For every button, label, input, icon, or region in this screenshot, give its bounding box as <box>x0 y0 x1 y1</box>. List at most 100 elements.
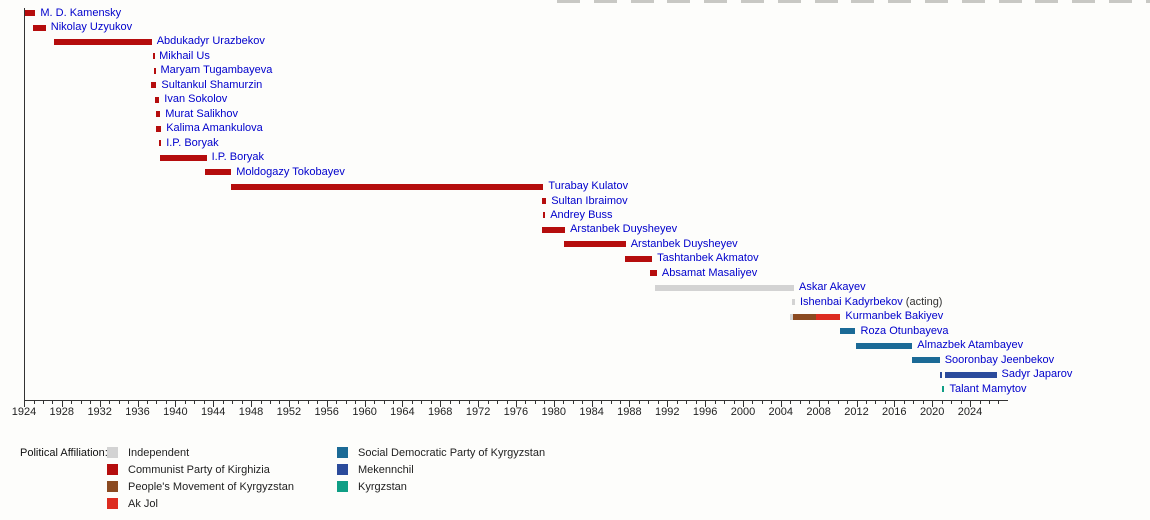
artifact-dash <box>741 0 764 3</box>
x-axis-minor-tick <box>875 401 877 404</box>
x-axis-tick-label: 1940 <box>163 406 188 418</box>
person-name: Sultankul Shamurzin <box>161 78 263 91</box>
x-axis-minor-tick <box>714 401 716 404</box>
x-axis-minor-tick <box>544 401 546 404</box>
x-axis-minor-tick <box>298 401 300 404</box>
timeline-bar <box>154 96 160 103</box>
person-name: M. D. Kamensky <box>40 6 122 19</box>
x-axis-minor-tick <box>336 401 338 404</box>
person-name: Talant Mamytov <box>949 382 1027 395</box>
person-label: Nikolay Uzyukov <box>51 21 132 34</box>
x-axis-tick-label: 2016 <box>882 406 907 418</box>
x-axis-minor-tick <box>847 401 848 404</box>
person-label: Arstanbek Duysheyev <box>631 238 738 251</box>
x-axis-major-tick <box>667 401 669 407</box>
x-axis-minor-tick <box>118 401 120 404</box>
timeline-bar <box>944 371 997 378</box>
x-axis-tick-label: 1960 <box>352 406 377 418</box>
x-axis-minor-tick <box>657 401 659 404</box>
legend-swatch-sdpk <box>337 447 348 458</box>
artifact-dash <box>630 0 654 3</box>
x-axis-minor-tick <box>799 401 801 404</box>
x-axis-minor-tick <box>724 401 725 404</box>
timeline-bar <box>156 111 161 118</box>
legend-swatch-independent <box>107 447 118 458</box>
x-axis-minor-tick <box>430 401 432 404</box>
artifact-dash <box>704 0 728 3</box>
person-name: Maryam Tugambayeva <box>160 64 273 77</box>
x-axis-minor-tick <box>194 401 196 404</box>
x-axis-minor-tick <box>771 401 773 404</box>
timeline-bar <box>542 226 566 233</box>
x-axis-major-tick <box>440 401 442 407</box>
x-axis-major-tick <box>288 401 290 407</box>
person-label: Maryam Tugambayeva <box>161 64 273 77</box>
x-axis-minor-tick <box>487 401 489 404</box>
person-label: Sultankul Shamurzin <box>161 79 262 92</box>
x-axis-minor-tick <box>988 401 990 404</box>
person-label: Sooronbay Jeenbekov <box>945 354 1054 367</box>
x-axis-minor-tick <box>270 401 271 404</box>
legend-swatch-communist <box>107 464 118 475</box>
x-axis-tick-label: 2008 <box>806 406 831 418</box>
x-axis-minor-tick <box>459 401 461 404</box>
timeline-bar <box>160 154 207 161</box>
x-axis-minor-tick <box>752 401 754 404</box>
timeline-bar <box>793 313 816 320</box>
x-axis-tick-label: 1936 <box>125 406 150 418</box>
x-axis-minor-tick <box>979 401 981 404</box>
timeline-bar <box>912 357 940 363</box>
x-axis-major-tick <box>326 401 328 407</box>
x-axis-major-tick <box>629 401 631 407</box>
x-axis-minor-tick <box>374 401 375 404</box>
timeline-bar <box>541 198 547 204</box>
x-axis-major-tick <box>175 401 177 407</box>
x-axis-minor-tick <box>80 401 82 404</box>
person-name: Ishenbai Kadyrbekov <box>800 295 903 308</box>
person-name: Sooronbay Jeenbekov <box>944 353 1055 366</box>
person-name: Sultan Ibraimov <box>551 194 628 207</box>
person-label: Tashtanbek Akmatov <box>657 252 759 265</box>
timeline-bar <box>840 328 856 335</box>
x-axis-major-tick <box>818 401 820 407</box>
x-axis-major-tick <box>61 401 63 407</box>
person-name: I.P. Boryak <box>166 136 219 149</box>
x-axis-major-tick <box>24 401 25 407</box>
x-axis-minor-tick <box>421 401 423 404</box>
artifact-dash <box>1035 0 1059 3</box>
legend-swatch-pmk <box>107 481 118 492</box>
x-axis-major-tick <box>970 401 971 407</box>
artifact-dash <box>961 0 985 3</box>
x-axis-minor-tick <box>610 401 612 404</box>
x-axis-minor-tick <box>241 401 243 404</box>
x-axis-minor-tick <box>392 401 394 404</box>
person-label: Abdukadyr Urazbekov <box>157 35 265 48</box>
x-axis-minor-tick <box>809 401 811 404</box>
timeline-bar <box>32 24 46 31</box>
x-axis-minor-tick <box>638 401 640 404</box>
artifact-dash <box>1145 0 1150 3</box>
timeline-bar <box>204 169 232 176</box>
x-axis-minor-tick <box>383 401 385 404</box>
person-label: Mikhail Us <box>159 50 210 63</box>
x-axis-minor-tick <box>317 401 319 404</box>
timeline-bar <box>155 125 162 132</box>
x-axis-major-tick <box>743 401 744 407</box>
x-axis-tick-label: 2000 <box>730 406 756 418</box>
x-axis-tick-label: 2020 <box>919 406 945 418</box>
x-axis-tick-label: 1976 <box>503 406 529 418</box>
legend-label-sdpk: Social Democratic Party of Kyrgyzstan <box>358 447 546 459</box>
person-label: Arstanbek Duysheyev <box>570 223 677 236</box>
artifact-dash <box>998 0 1022 3</box>
person-label: Roza Otunbayeva <box>861 325 949 338</box>
person-label: Murat Salikhov <box>165 108 238 121</box>
person-label: Kalima Amankulova <box>166 122 263 135</box>
x-axis-minor-tick <box>865 401 867 404</box>
x-axis-major-tick <box>251 401 252 407</box>
person-name: Abdukadyr Urazbekov <box>156 35 265 48</box>
timeline-bar <box>24 10 36 16</box>
timeline-bar <box>54 38 152 45</box>
x-axis-minor-tick <box>648 401 650 404</box>
x-axis-minor-tick <box>837 401 839 404</box>
person-label: M. D. Kamensky <box>40 7 121 20</box>
